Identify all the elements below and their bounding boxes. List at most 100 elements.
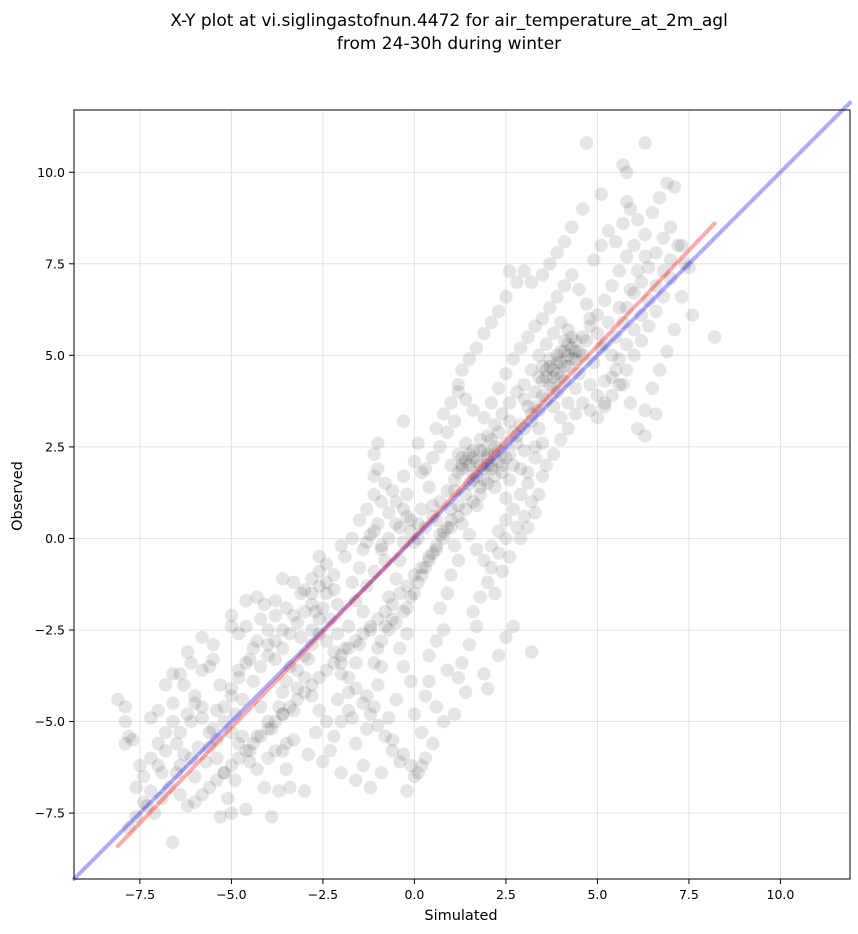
data-point [554, 410, 568, 425]
data-point [436, 623, 451, 637]
data-point [557, 359, 572, 374]
data-point [367, 469, 381, 483]
data-point [349, 634, 363, 648]
data-point [312, 626, 326, 641]
data-point [334, 656, 348, 670]
x-tick-label: 10.0 [767, 887, 795, 902]
data-point [356, 604, 370, 619]
data-point [517, 443, 531, 458]
data-point [521, 399, 535, 414]
data-point [484, 315, 498, 330]
data-point [301, 747, 315, 762]
data-point [279, 736, 294, 751]
x-tick-label: 0.0 [404, 887, 424, 902]
data-point [268, 744, 283, 758]
data-point [400, 601, 414, 615]
data-point [587, 355, 601, 370]
data-point [173, 725, 187, 740]
data-point [239, 593, 253, 608]
y-tick-label: −2.5 [35, 622, 65, 637]
data-point [480, 451, 495, 465]
data-point [400, 626, 414, 641]
data-point [623, 202, 638, 216]
data-point [620, 337, 634, 352]
data-point [418, 520, 433, 535]
data-point [345, 575, 359, 590]
data-point [528, 319, 542, 333]
data-point [480, 681, 495, 696]
data-point [396, 469, 411, 483]
data-point [612, 301, 627, 315]
data-point [118, 700, 132, 714]
data-point [590, 326, 605, 341]
data-point [444, 396, 458, 410]
data-point [587, 253, 601, 267]
y-tick-label: 10.0 [37, 165, 65, 180]
data-point [565, 220, 579, 234]
data-point [565, 330, 579, 344]
data-point [319, 557, 334, 571]
data-point [283, 700, 297, 714]
data-point [499, 531, 513, 546]
data-point [638, 227, 652, 242]
data-point [275, 641, 290, 655]
data-point [590, 308, 605, 322]
data-point [352, 561, 367, 575]
data-point [678, 257, 692, 271]
data-point [528, 385, 542, 399]
data-point [491, 546, 506, 560]
data-point [305, 572, 319, 586]
data-point [268, 714, 283, 729]
data-point [451, 553, 466, 568]
data-point [312, 550, 326, 564]
data-point [202, 740, 217, 754]
data-point [517, 264, 531, 278]
data-point [466, 451, 480, 465]
data-point [202, 780, 217, 795]
data-point [554, 370, 568, 385]
data-point [590, 410, 605, 425]
data-point [371, 612, 385, 626]
data-point [546, 447, 561, 461]
data-point [111, 692, 125, 707]
data-point [532, 370, 546, 385]
data-point [469, 341, 484, 355]
x-tick-label: 2.5 [496, 887, 516, 902]
data-point [598, 293, 612, 308]
data-point [345, 531, 359, 546]
data-point [272, 700, 286, 714]
data-point [543, 352, 557, 366]
data-point [374, 539, 389, 553]
x-axis-ticks: −7.5 −5.0 −2.5 0.0 2.5 5.0 7.5 10.0 [125, 879, 795, 902]
data-point [649, 304, 663, 319]
data-point [279, 601, 294, 615]
data-point [202, 725, 217, 740]
data-point [499, 513, 513, 527]
x-tick-label: −2.5 [308, 887, 338, 902]
data-point [411, 436, 425, 450]
data-point [458, 454, 473, 469]
y-tick-label: 7.5 [45, 256, 65, 271]
data-point [210, 773, 224, 787]
data-point [382, 506, 396, 520]
data-point [224, 619, 239, 634]
reference-lines [72, 100, 852, 881]
data-point [469, 542, 484, 557]
data-point [312, 703, 326, 718]
data-point [363, 707, 378, 721]
data-point [253, 729, 268, 743]
data-point [151, 736, 165, 751]
data-point [374, 659, 389, 674]
data-point [433, 440, 447, 454]
data-point [532, 348, 546, 363]
data-point [579, 136, 594, 150]
data-point [491, 648, 506, 663]
data-point [649, 407, 663, 421]
data-point [297, 670, 312, 685]
data-point [195, 663, 209, 677]
data-point [451, 377, 466, 392]
data-point [524, 414, 539, 428]
data-point [477, 326, 491, 341]
data-point [385, 733, 400, 747]
data-point [627, 286, 641, 300]
